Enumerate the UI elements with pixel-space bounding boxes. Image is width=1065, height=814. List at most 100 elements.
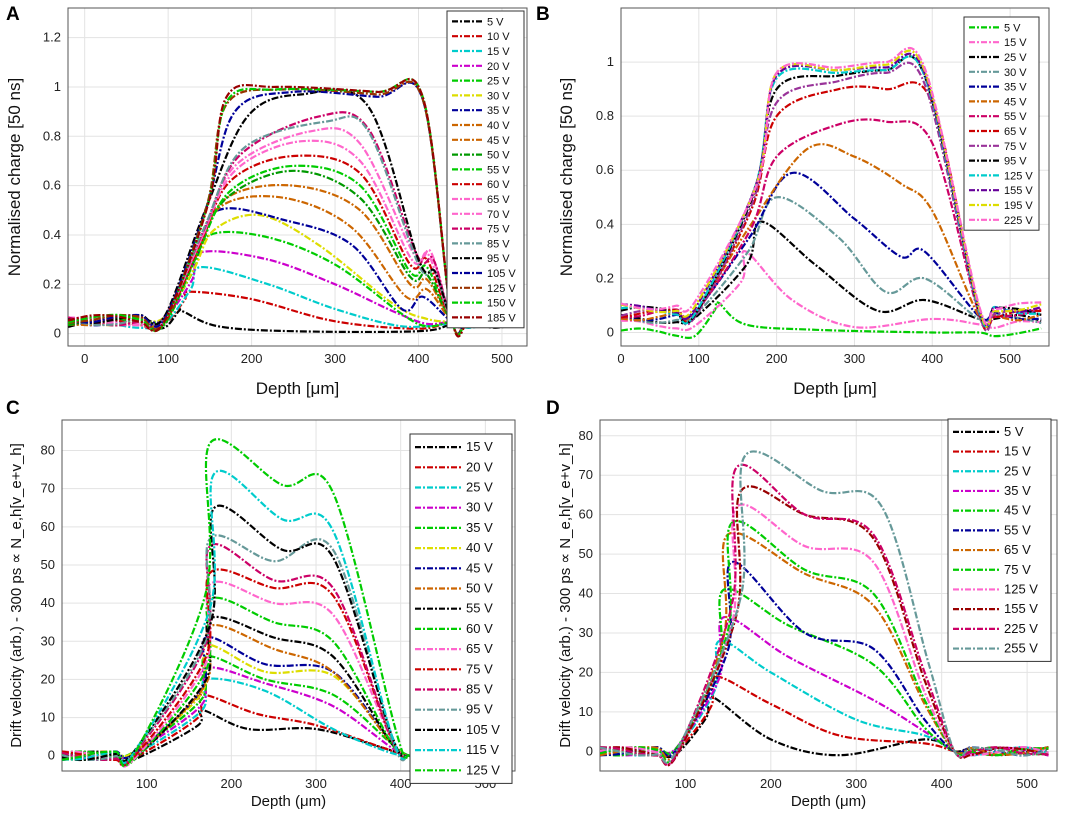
- chart-b-legend-label: 65 V: [1004, 126, 1027, 138]
- chart-b-series-line: [621, 46, 1042, 326]
- chart-b-x-tick-label: 200: [766, 351, 788, 366]
- chart-d-x-tick-label: 400: [931, 776, 953, 791]
- chart-d-legend-label: 5 V: [1004, 424, 1024, 439]
- chart-c-legend-label: 95 V: [466, 702, 493, 717]
- chart-c-legend-label: 15 V: [466, 439, 493, 454]
- chart-c-y-tick-label: 30: [41, 633, 55, 648]
- chart-b-x-axis-label: Depth [μm]: [793, 379, 877, 398]
- chart-c-legend-label: 55 V: [466, 601, 493, 616]
- chart-c-legend-label: 75 V: [466, 661, 493, 676]
- chart-a-series-line: [68, 78, 519, 338]
- chart-a-legend-label: 35 V: [487, 105, 510, 117]
- chart-a-series-line: [68, 139, 519, 330]
- chart-a-x-axis-label: Depth [μm]: [256, 379, 340, 398]
- chart-b-y-tick-label: 0: [607, 324, 614, 339]
- chart-b-legend-label: 75 V: [1004, 141, 1027, 153]
- chart-a-frame: [67, 7, 528, 347]
- chart-b-y-tick-label: 0.2: [596, 270, 614, 285]
- chart-c-y-tick-label: 50: [41, 557, 55, 572]
- chart-b-series-line: [621, 250, 1042, 332]
- chart-d-legend-label: 255 V: [1004, 641, 1038, 656]
- chart-a-legend-label: 105 V: [487, 268, 516, 280]
- chart-a-legend-label: 15 V: [487, 46, 510, 58]
- chart-c-x-tick-label: 400: [390, 776, 412, 791]
- chart-a-legend-label: 20 V: [487, 61, 510, 73]
- chart-c-y-tick-label: 80: [41, 443, 55, 458]
- chart-a-legend-label: 10 V: [487, 31, 510, 43]
- chart-a-x-tick-label: 300: [324, 351, 346, 366]
- chart-a-series-line: [68, 77, 519, 337]
- chart-b-series-line: [621, 55, 1042, 329]
- chart-b-legend-label: 35 V: [1004, 82, 1027, 94]
- chart-a-x-tick-label: 0: [81, 351, 88, 366]
- chart-c-y-tick-label: 60: [41, 519, 55, 534]
- chart-d-x-axis-label: Depth (μm): [791, 793, 866, 810]
- chart-b-x-tick-label: 300: [844, 351, 866, 366]
- chart-a-legend-label: 185 V: [487, 312, 516, 324]
- chart-d-legend-label: 25 V: [1004, 463, 1031, 478]
- chart-b-legend-label: 225 V: [1004, 215, 1033, 227]
- chart-c-legend-label: 45 V: [466, 560, 493, 575]
- chart-a-y-tick-label: 1.2: [43, 30, 61, 45]
- chart-c-y-tick-label: 0: [48, 748, 55, 763]
- chart-b-legend-label: 30 V: [1004, 67, 1027, 79]
- chart-d-series-line: [600, 520, 1049, 764]
- chart-b-legend: [963, 16, 1040, 231]
- chart-a-legend-label: 50 V: [487, 150, 510, 162]
- chart-b-series-line: [621, 301, 1042, 340]
- chart-d-y-tick-label: 40: [579, 586, 593, 601]
- panel-letter-c: C: [6, 398, 20, 419]
- chart-a-legend-label: 95 V: [487, 253, 510, 265]
- chart-a-legend-label: 5 V: [487, 16, 504, 28]
- chart-c-y-tick-label: 10: [41, 710, 55, 725]
- chart-b-x-tick-label: 400: [921, 351, 943, 366]
- chart-c-y-axis-label: Drift velocity (arb.) - 300 ps ∝ N_e,h[v…: [8, 443, 25, 748]
- chart-b-legend-label: 95 V: [1004, 156, 1027, 168]
- chart-b-x-tick-label: 100: [688, 351, 710, 366]
- chart-a-legend-label: 85 V: [487, 238, 510, 250]
- chart-b-legend-label: 155 V: [1004, 185, 1033, 197]
- chart-c-x-tick-label: 300: [305, 776, 327, 791]
- chart-a-legend-label: 40 V: [487, 120, 510, 132]
- chart-b-series-group: [621, 46, 1042, 340]
- chart-d-y-tick-label: 50: [579, 546, 593, 561]
- chart-c-legend-label: 125 V: [466, 762, 500, 777]
- chart-d-legend: [947, 418, 1052, 662]
- chart-c-series-line: [62, 469, 503, 764]
- panel-letter-b: B: [536, 4, 550, 25]
- chart-c-x-tick-label: 100: [136, 776, 158, 791]
- chart-b-y-tick-label: 0.8: [596, 108, 614, 123]
- chart-d-x-tick-label: 200: [760, 776, 782, 791]
- chart-a: 0 100 200 300 400 500 0 0.2 0.4 0.6 0.8 1 1.2 Depth […: [5, 7, 528, 398]
- chart-a-legend-label: 125 V: [487, 283, 516, 295]
- chart-c-x-axis-label: Depth (μm): [251, 793, 326, 810]
- chart-a-x-tick-label: 200: [241, 351, 263, 366]
- chart-b-y-tick-label: 0.4: [596, 216, 614, 231]
- chart-c-legend-label: 65 V: [466, 641, 493, 656]
- chart-d-series-line: [600, 531, 1049, 761]
- chart-a-legend: [446, 10, 525, 329]
- chart-a-y-tick-label: 0.8: [43, 128, 61, 143]
- chart-c-legend-label: 85 V: [466, 682, 493, 697]
- chart-d-legend-label: 225 V: [1004, 621, 1038, 636]
- chart-d-frame: [599, 419, 1058, 772]
- chart-a-legend-label: 30 V: [487, 90, 510, 102]
- chart-a-legend-label: 25 V: [487, 76, 510, 88]
- chart-d-x-tick-label: 100: [675, 776, 697, 791]
- chart-c-legend-label: 30 V: [466, 500, 493, 515]
- chart-a-x-tick-label: 500: [491, 351, 513, 366]
- chart-d-x-tick-label: 500: [1016, 776, 1038, 791]
- chart-d-legend-label: 65 V: [1004, 542, 1031, 557]
- chart-c-legend-label: 35 V: [466, 520, 493, 535]
- chart-d-y-tick-label: 60: [579, 507, 593, 522]
- chart-c-y-tick-label: 40: [41, 595, 55, 610]
- chart-a-y-tick-label: 0: [54, 326, 61, 341]
- chart-b-x-tick-label: 0: [617, 351, 624, 366]
- chart-a-legend-label: 45 V: [487, 135, 510, 147]
- chart-d-legend-label: 15 V: [1004, 444, 1031, 459]
- chart-d-legend-label: 75 V: [1004, 562, 1031, 577]
- chart-a-legend-label: 150 V: [487, 298, 516, 310]
- chart-c-legend-label: 60 V: [466, 621, 493, 636]
- chart-d-y-tick-label: 30: [579, 625, 593, 640]
